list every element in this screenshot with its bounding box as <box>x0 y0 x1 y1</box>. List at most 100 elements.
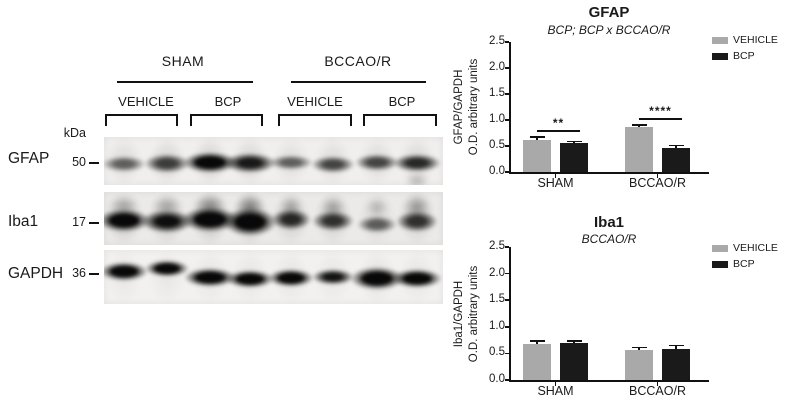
blot-subgroup-label-sham-vehicle: VEHICLE <box>118 94 174 109</box>
y-tick-mark <box>505 67 509 69</box>
lane-bracket <box>278 114 352 126</box>
error-bar-whisker <box>638 125 640 128</box>
bccaor-underline <box>291 81 426 83</box>
y-tick-mark <box>505 171 509 173</box>
protein-band <box>104 208 150 232</box>
legend-item-bcp: BCP <box>712 50 778 62</box>
lane-bracket <box>363 114 437 126</box>
protein-band <box>269 154 313 170</box>
y-tick-label: 2.5 <box>489 35 505 47</box>
legend-item-bcp: BCP <box>712 258 778 270</box>
x-tick-mark <box>554 381 557 386</box>
x-category-label-bccao-r: BCCAO/R <box>629 384 686 398</box>
legend-label-vehicle: VEHICLE <box>733 34 778 46</box>
legend-swatch-bcp <box>712 52 728 60</box>
protein-band <box>393 154 441 172</box>
error-bar-cap <box>529 340 545 342</box>
y-tick-label: 0.0 <box>489 165 505 177</box>
legend-label-bcp: BCP <box>733 258 755 270</box>
band-smear <box>405 173 429 185</box>
band-smear <box>366 198 388 216</box>
protein-band <box>145 259 189 277</box>
protein-band <box>184 267 236 287</box>
significance-asterisks: **** <box>649 104 672 119</box>
x-category-label-bccao-r: BCCAO/R <box>629 176 686 190</box>
protein-band <box>392 268 442 288</box>
iba1-bar-chart: Iba1 BCCAO/R Iba1/GAPDH O.D. arbitrary u… <box>440 200 789 404</box>
kda-value-iba1: 17 <box>72 215 86 229</box>
y-tick-mark <box>505 272 509 275</box>
x-category-label-sham: SHAM <box>537 176 574 190</box>
y-tick-label: 2.0 <box>489 61 505 73</box>
blot-group-label-sham: SHAM <box>161 53 205 69</box>
blot-image-gfap <box>104 137 443 185</box>
error-bar-whisker <box>573 141 575 143</box>
significance-line <box>639 118 682 120</box>
gfap-bar-chart: GFAP BCP; BCP x BCCAO/R GFAP/GAPDH O.D. … <box>440 0 789 200</box>
bar-bccao-r-bcp <box>662 147 690 172</box>
x-axis-line <box>509 380 709 382</box>
error-bar-whisker <box>638 347 640 351</box>
blot-subgroup-label-sham-bcp: BCP <box>214 94 242 109</box>
protein-band <box>271 208 311 230</box>
protein-band <box>355 153 399 171</box>
x-tick-mark <box>554 173 557 178</box>
y-tick-label: 0.5 <box>489 346 505 359</box>
error-bar-cap <box>631 124 647 126</box>
kda-dash <box>89 273 99 275</box>
protein-label-gapdh: GAPDH <box>8 265 64 282</box>
chart-title: GFAP <box>588 4 630 21</box>
blot-subgroup-label-bccaor-vehicle: VEHICLE <box>287 94 343 109</box>
error-bar-whisker <box>675 145 677 148</box>
error-bar-cap <box>566 340 582 342</box>
protein-band <box>312 269 354 285</box>
y-tick-mark <box>505 379 509 381</box>
y-axis-label-line1: GFAP/GAPDH <box>453 69 465 145</box>
legend-item-vehicle: VEHICLE <box>712 34 778 46</box>
kda-value-gapdh: 36 <box>72 266 86 280</box>
chart-subtitle: BCCAO/R <box>581 232 637 246</box>
chart-legend: VEHICLE BCP <box>712 34 778 62</box>
error-bar-whisker <box>536 341 538 344</box>
error-bar-whisker <box>675 345 677 349</box>
chart-legend: VEHICLE BCP <box>712 242 778 270</box>
bar-bccao-r-bcp <box>662 348 690 380</box>
y-tick-label: 1.0 <box>489 319 505 332</box>
legend-swatch-bcp <box>712 260 728 268</box>
error-bar-cap <box>566 140 582 143</box>
kda-unit-label: kDa <box>63 126 86 140</box>
y-tick-label: 0.5 <box>489 139 505 151</box>
protein-label-iba1: Iba1 <box>8 213 39 230</box>
protein-band <box>357 215 397 233</box>
protein-band <box>104 156 146 172</box>
blot-group-label-bccaor: BCCAO/R <box>324 53 392 69</box>
legend-label-bcp: BCP <box>733 50 755 62</box>
chart-title: Iba1 <box>593 214 624 231</box>
y-tick-mark <box>505 246 509 248</box>
protein-band <box>350 266 404 290</box>
y-tick-mark <box>505 352 509 355</box>
y-tick-mark <box>505 41 509 43</box>
legend-swatch-vehicle <box>712 244 728 252</box>
protein-band <box>223 208 277 236</box>
error-bar-cap <box>631 346 647 349</box>
legend-item-vehicle: VEHICLE <box>712 242 778 254</box>
blot-image-gapdh <box>104 250 443 304</box>
error-bar-whisker <box>536 137 538 141</box>
protein-band <box>268 269 314 287</box>
sham-underline <box>117 81 253 83</box>
western-blot-section: SHAM BCCAO/R VEHICLE BCP VEHICLE BCP kDa… <box>8 53 443 304</box>
chart-subtitle: BCP; BCP x BCCAO/R <box>547 23 671 37</box>
kda-dash <box>89 162 99 164</box>
bar-bccao-r-vehicle <box>625 350 653 380</box>
legend-label-vehicle: VEHICLE <box>733 242 778 254</box>
y-tick-label: 1.5 <box>489 87 505 99</box>
error-bar-cap <box>668 344 684 347</box>
protein-band <box>312 211 354 231</box>
significance-asterisks: ** <box>552 116 565 131</box>
y-tick-mark <box>505 93 509 95</box>
protein-band <box>141 209 193 233</box>
error-bar-cap <box>668 144 684 147</box>
y-tick-mark <box>505 299 509 301</box>
